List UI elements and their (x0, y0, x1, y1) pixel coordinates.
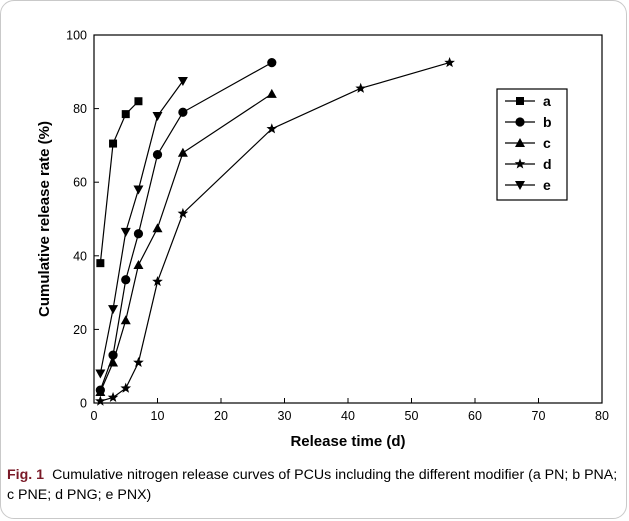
legend-label: d (543, 156, 552, 172)
data-point (515, 117, 525, 127)
series-a (96, 97, 143, 268)
legend-item-d: d (505, 156, 552, 172)
data-point (120, 315, 131, 325)
data-point (178, 107, 188, 117)
x-tick-label: 50 (405, 409, 419, 423)
legend-item-b: b (505, 114, 552, 130)
y-tick-label: 60 (73, 176, 87, 190)
series-line-c (99, 93, 273, 393)
chart-ticks: 0 10 20 30 40 50 60 70 80 0 20 40 60 80 100 (66, 29, 609, 424)
series-line-a (99, 100, 139, 264)
data-point (516, 97, 524, 105)
data-point (355, 82, 367, 93)
data-point (266, 88, 277, 98)
data-point (177, 147, 188, 157)
y-tick-label: 100 (66, 29, 87, 43)
data-point (267, 58, 277, 68)
y-tick-label: 40 (73, 249, 87, 263)
x-tick-label: 0 (91, 409, 98, 423)
legend-label: c (543, 135, 551, 151)
y-tick-label: 80 (73, 102, 87, 116)
x-tick-label: 40 (341, 409, 355, 423)
legend-item-e: e (505, 177, 551, 193)
data-point (152, 275, 163, 287)
data-point (96, 259, 105, 268)
series-d (95, 57, 455, 406)
data-point (133, 229, 144, 239)
data-point (121, 275, 131, 285)
data-point (107, 391, 119, 403)
data-point (266, 123, 278, 134)
data-point (95, 369, 106, 379)
data-point (515, 181, 525, 190)
chart-series (95, 57, 455, 406)
data-point (152, 111, 163, 121)
data-point (134, 97, 143, 106)
data-point (152, 223, 163, 233)
x-tick-label: 20 (214, 409, 228, 423)
data-point (121, 110, 130, 119)
data-point (120, 227, 131, 237)
x-tick-label: 70 (532, 409, 546, 423)
data-point (177, 77, 188, 86)
data-point (109, 139, 118, 148)
data-point (95, 395, 106, 406)
series-c (95, 88, 277, 396)
data-point (133, 260, 144, 269)
data-point (514, 158, 526, 169)
y-axis-label: Cumulative release rate (%) (36, 121, 53, 317)
y-tick-label: 0 (80, 397, 87, 411)
legend-item-c: c (505, 135, 551, 151)
x-tick-label: 60 (468, 409, 482, 423)
data-point (120, 382, 132, 393)
legend-item-a: a (505, 93, 551, 109)
legend-label: b (543, 114, 552, 130)
data-point (108, 357, 119, 367)
legend-box (496, 88, 568, 201)
caption-text: Cumulative nitrogen release curves of PC… (7, 467, 618, 503)
legend-label: a (543, 93, 551, 109)
x-tick-label: 30 (278, 409, 292, 423)
data-point (152, 150, 163, 160)
data-point (444, 57, 455, 68)
data-point (95, 386, 106, 396)
series-e (95, 77, 188, 379)
data-point (133, 356, 144, 368)
data-point (108, 305, 119, 315)
x-axis-label: Release time (d) (290, 433, 405, 450)
figure-caption: Fig. 1 Cumulative nitrogen release curves… (7, 465, 619, 505)
data-point (515, 138, 525, 147)
figure-number: Fig. 1 (7, 467, 45, 483)
y-tick-label: 20 (73, 323, 87, 337)
series-line-e (99, 80, 184, 374)
data-point (133, 185, 144, 195)
data-point (177, 207, 189, 219)
x-tick-label: 80 (595, 409, 609, 423)
x-tick-label: 10 (151, 409, 165, 423)
legend-label: e (543, 177, 551, 193)
